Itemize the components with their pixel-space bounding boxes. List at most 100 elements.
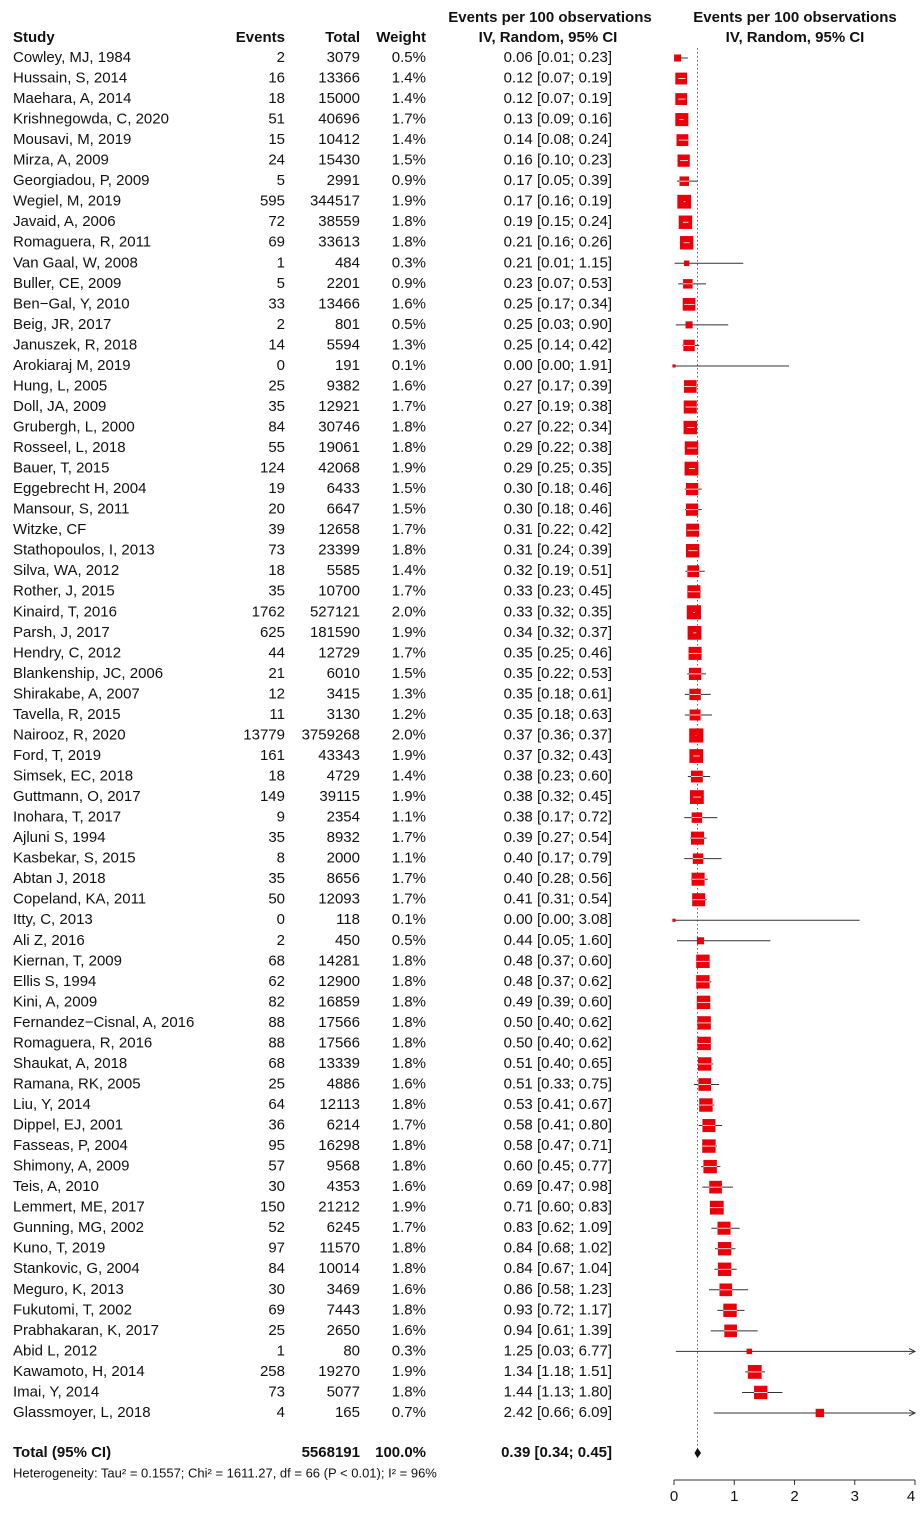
ci-label: 0.29 [0.25; 0.35] bbox=[504, 460, 612, 477]
weight: 1.9% bbox=[392, 1199, 426, 1216]
events: 52 bbox=[268, 1219, 285, 1236]
weight: 1.7% bbox=[392, 644, 426, 661]
heterogeneity: Heterogeneity: Tau² = 0.1557; Chi² = 161… bbox=[13, 1465, 437, 1480]
ci-label: 0.00 [0.00; 1.91] bbox=[504, 357, 612, 374]
ci-label: 0.50 [0.40; 0.62] bbox=[504, 1014, 612, 1031]
events: 0 bbox=[277, 357, 285, 374]
events: 25 bbox=[268, 1322, 285, 1339]
total: 12921 bbox=[318, 398, 360, 415]
total: 6433 bbox=[327, 480, 360, 497]
total: 40696 bbox=[318, 111, 360, 128]
events: 33 bbox=[268, 295, 285, 312]
ci-label: 0.30 [0.18; 0.46] bbox=[504, 501, 612, 518]
weight: 2.0% bbox=[392, 726, 426, 743]
weight: 1.8% bbox=[392, 439, 426, 456]
total: 13366 bbox=[318, 69, 360, 86]
weight: 1.7% bbox=[392, 891, 426, 908]
ci-arrow bbox=[908, 1409, 917, 1417]
study-name: Dippel, EJ, 2001 bbox=[13, 1117, 123, 1134]
weight: 1.7% bbox=[392, 583, 426, 600]
header-ci-title: Events per 100 observations bbox=[448, 9, 651, 26]
events: 35 bbox=[268, 583, 285, 600]
total: 3079 bbox=[327, 49, 360, 66]
weight: 1.6% bbox=[392, 377, 426, 394]
ci-label: 0.58 [0.47; 0.71] bbox=[504, 1137, 612, 1154]
study-name: Hung, L, 2005 bbox=[13, 377, 107, 394]
study-name: Mousavi, M, 2019 bbox=[13, 131, 131, 148]
events: 2 bbox=[277, 49, 285, 66]
weight: 1.8% bbox=[392, 1301, 426, 1318]
events: 97 bbox=[268, 1240, 285, 1257]
ci-label: 0.25 [0.03; 0.90] bbox=[504, 316, 612, 333]
ci-label: 0.58 [0.41; 0.80] bbox=[504, 1117, 612, 1134]
ci-label: 0.48 [0.37; 0.60] bbox=[504, 952, 612, 969]
events: 35 bbox=[268, 870, 285, 887]
study-name: Kiernan, T, 2009 bbox=[13, 952, 122, 969]
ci-label: 0.71 [0.60; 0.83] bbox=[504, 1199, 612, 1216]
ci-label: 0.32 [0.19; 0.51] bbox=[504, 562, 612, 579]
total: 191 bbox=[335, 357, 360, 374]
study-name: Parsh, J, 2017 bbox=[13, 624, 110, 641]
events: 4 bbox=[277, 1404, 285, 1421]
weight: 1.8% bbox=[392, 419, 426, 436]
study-name: Cowley, MJ, 1984 bbox=[13, 49, 131, 66]
total: 5594 bbox=[327, 336, 360, 353]
weight: 1.7% bbox=[392, 398, 426, 415]
study-name: Krishnegowda, C, 2020 bbox=[13, 111, 169, 128]
ci-label: 0.51 [0.33; 0.75] bbox=[504, 1075, 612, 1092]
events: 73 bbox=[268, 542, 285, 559]
events: 24 bbox=[268, 152, 285, 169]
total: 5077 bbox=[327, 1383, 360, 1400]
total: 527121 bbox=[310, 603, 360, 620]
events: 57 bbox=[268, 1158, 285, 1175]
total: 16859 bbox=[318, 993, 360, 1010]
weight: 1.9% bbox=[392, 460, 426, 477]
study-name: Georgiadou, P, 2009 bbox=[13, 172, 150, 189]
study-name: Tavella, R, 2015 bbox=[13, 706, 121, 723]
ci-label: 0.12 [0.07; 0.19] bbox=[504, 69, 612, 86]
ci-label: 1.44 [1.13; 1.80] bbox=[504, 1383, 612, 1400]
weight: 1.8% bbox=[392, 1158, 426, 1175]
header-ci-subtitle: IV, Random, 95% CI bbox=[479, 29, 618, 46]
weight: 1.8% bbox=[392, 1096, 426, 1113]
ci-label: 0.13 [0.09; 0.16] bbox=[504, 111, 612, 128]
study-name: Itty, C, 2013 bbox=[13, 911, 93, 928]
ci-label: 0.38 [0.23; 0.60] bbox=[504, 768, 612, 785]
total: 4886 bbox=[327, 1075, 360, 1092]
ci-label: 0.48 [0.37; 0.62] bbox=[504, 973, 612, 990]
weight: 1.9% bbox=[392, 1363, 426, 1380]
total: 14281 bbox=[318, 952, 360, 969]
events: 68 bbox=[268, 1055, 285, 1072]
ci-label: 0.17 [0.16; 0.19] bbox=[504, 193, 612, 210]
weight: 1.9% bbox=[392, 788, 426, 805]
events: 82 bbox=[268, 993, 285, 1010]
study-name: Kini, A, 2009 bbox=[13, 993, 97, 1010]
total: 17566 bbox=[318, 1014, 360, 1031]
total: 10700 bbox=[318, 583, 360, 600]
study-name: Arokiaraj M, 2019 bbox=[13, 357, 131, 374]
study-name: Shaukat, A, 2018 bbox=[13, 1055, 127, 1072]
ci-arrow bbox=[908, 1347, 917, 1355]
weight: 1.7% bbox=[392, 521, 426, 538]
events: 68 bbox=[268, 952, 285, 969]
weight: 1.8% bbox=[392, 1137, 426, 1154]
events: 2 bbox=[277, 932, 285, 949]
study-box bbox=[674, 54, 682, 62]
study-box bbox=[683, 260, 690, 267]
events: 18 bbox=[268, 90, 285, 107]
events: 149 bbox=[260, 788, 285, 805]
events: 19 bbox=[268, 480, 285, 497]
ci-label: 0.29 [0.22; 0.38] bbox=[504, 439, 612, 456]
total: 6647 bbox=[327, 501, 360, 518]
study-name: Stankovic, G, 2004 bbox=[13, 1260, 140, 1277]
events: 5 bbox=[277, 275, 285, 292]
ci-label: 0.60 [0.45; 0.77] bbox=[504, 1158, 612, 1175]
study-name: Glassmoyer, L, 2018 bbox=[13, 1404, 151, 1421]
ci-label: 0.38 [0.17; 0.72] bbox=[504, 809, 612, 826]
summary-label: Total (95% CI) bbox=[13, 1444, 111, 1461]
total: 484 bbox=[335, 254, 360, 271]
weight: 1.4% bbox=[392, 131, 426, 148]
events: 13779 bbox=[243, 726, 285, 743]
ci-label: 0.84 [0.68; 1.02] bbox=[504, 1240, 612, 1257]
